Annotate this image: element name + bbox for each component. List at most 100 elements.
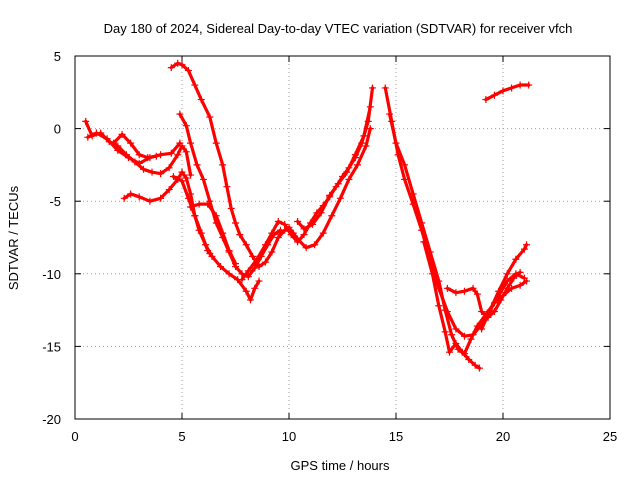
data-point [300,225,308,233]
y-tick-label: -5 [49,194,61,209]
data-point [366,125,374,133]
data-point [294,235,302,243]
data-point [182,122,190,130]
data-point [261,241,269,249]
data-point [232,260,239,268]
data-point [452,339,460,347]
series-line [422,240,482,370]
data-point [127,139,135,147]
data-point [103,135,111,143]
series-track-j [276,125,374,252]
data-point [343,168,351,176]
data-point [157,170,165,178]
data-point [486,306,494,314]
y-tick-label: -10 [42,267,61,282]
data-point [452,325,460,333]
data-point [512,255,520,263]
data-point [326,191,334,199]
data-point [319,229,327,237]
data-point [465,355,473,363]
data-point [191,212,199,220]
data-point [191,81,199,89]
data-point [195,200,203,208]
data-point [448,331,456,339]
data-point [523,241,531,249]
series-track-m [386,110,531,358]
data-point [197,96,205,104]
data-point [334,180,342,188]
data-point [458,348,466,356]
series-track-h [187,200,239,268]
data-point [176,110,184,118]
y-tick-label: 5 [54,49,61,64]
x-tick-label: 0 [71,429,78,444]
data-point [135,151,143,159]
data-point [285,223,293,231]
data-point [516,81,524,89]
data-point [219,229,227,237]
data-point [418,219,426,227]
data-point [249,252,257,260]
data-point [261,258,269,266]
data-point [473,290,481,298]
data-point [516,268,524,276]
data-point [212,139,220,147]
data-point [460,287,468,295]
data-point [443,284,451,292]
data-point [178,61,186,69]
series-line [122,170,261,302]
data-point [227,204,235,212]
data-point [110,139,118,147]
series-line [383,86,526,338]
series-line [169,61,295,269]
data-point [435,302,443,310]
data-point [362,142,370,150]
data-point [420,238,428,246]
data-point [199,175,207,183]
series-line [278,127,372,250]
data-point [223,183,231,191]
data-point [167,64,175,72]
data-point [274,218,282,226]
data-point [178,177,186,185]
data-point [401,161,409,169]
data-point [473,322,481,330]
data-point [441,306,449,314]
data-point [152,152,160,160]
data-point [281,220,289,228]
data-point [311,241,319,249]
data-point [219,161,227,169]
data-point [482,96,490,104]
data-point [495,287,503,295]
data-point [253,255,261,263]
data-point [187,171,195,179]
data-point [351,151,359,159]
data-point [336,194,344,202]
x-tick-label: 15 [389,429,403,444]
data-point [114,146,122,154]
data-point [441,328,449,336]
series-line [388,112,529,356]
data-point [225,270,233,278]
data-point [428,270,436,278]
x-tick-label: 25 [603,429,617,444]
grid [75,56,610,419]
data-point [244,267,252,275]
data-point [516,281,524,289]
series-track-q [482,81,533,104]
data-point [520,245,528,253]
data-point [478,308,486,316]
x-tick-label: 5 [178,429,185,444]
data-point [446,348,453,356]
data-point [125,154,132,162]
data-point [467,335,475,343]
data-point [165,186,173,194]
data-point [242,287,250,295]
data-point [157,194,165,202]
plot-frame [74,55,611,420]
data-point [232,219,239,227]
series-line [86,131,182,165]
x-axis-label: GPS time / hours [291,458,390,473]
data-point [508,84,516,92]
